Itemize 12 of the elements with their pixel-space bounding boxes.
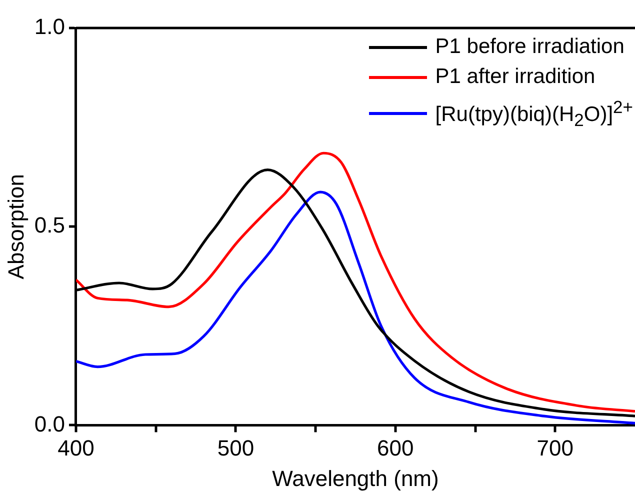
y-axis-title: Absorption <box>3 174 28 280</box>
x-tick-label: 600 <box>377 435 414 460</box>
y-tick-label: 0.5 <box>34 212 65 238</box>
x-tick-label: 700 <box>536 435 574 460</box>
legend-label: P1 after irradition <box>435 64 596 90</box>
legend-label: [Ru(tpy)(biq)(H$_{2}$O)]$^{2+}$ <box>435 96 633 132</box>
y-tick-label: 1.0 <box>34 14 65 40</box>
legend-label: P1 before irradiation <box>435 34 624 60</box>
x-tick-label: 500 <box>217 435 254 460</box>
y-tick-label: 0.0 <box>34 411 65 436</box>
x-tick-label: 400 <box>58 435 94 460</box>
x-axis-title: Wavelength (nm) <box>272 466 439 491</box>
